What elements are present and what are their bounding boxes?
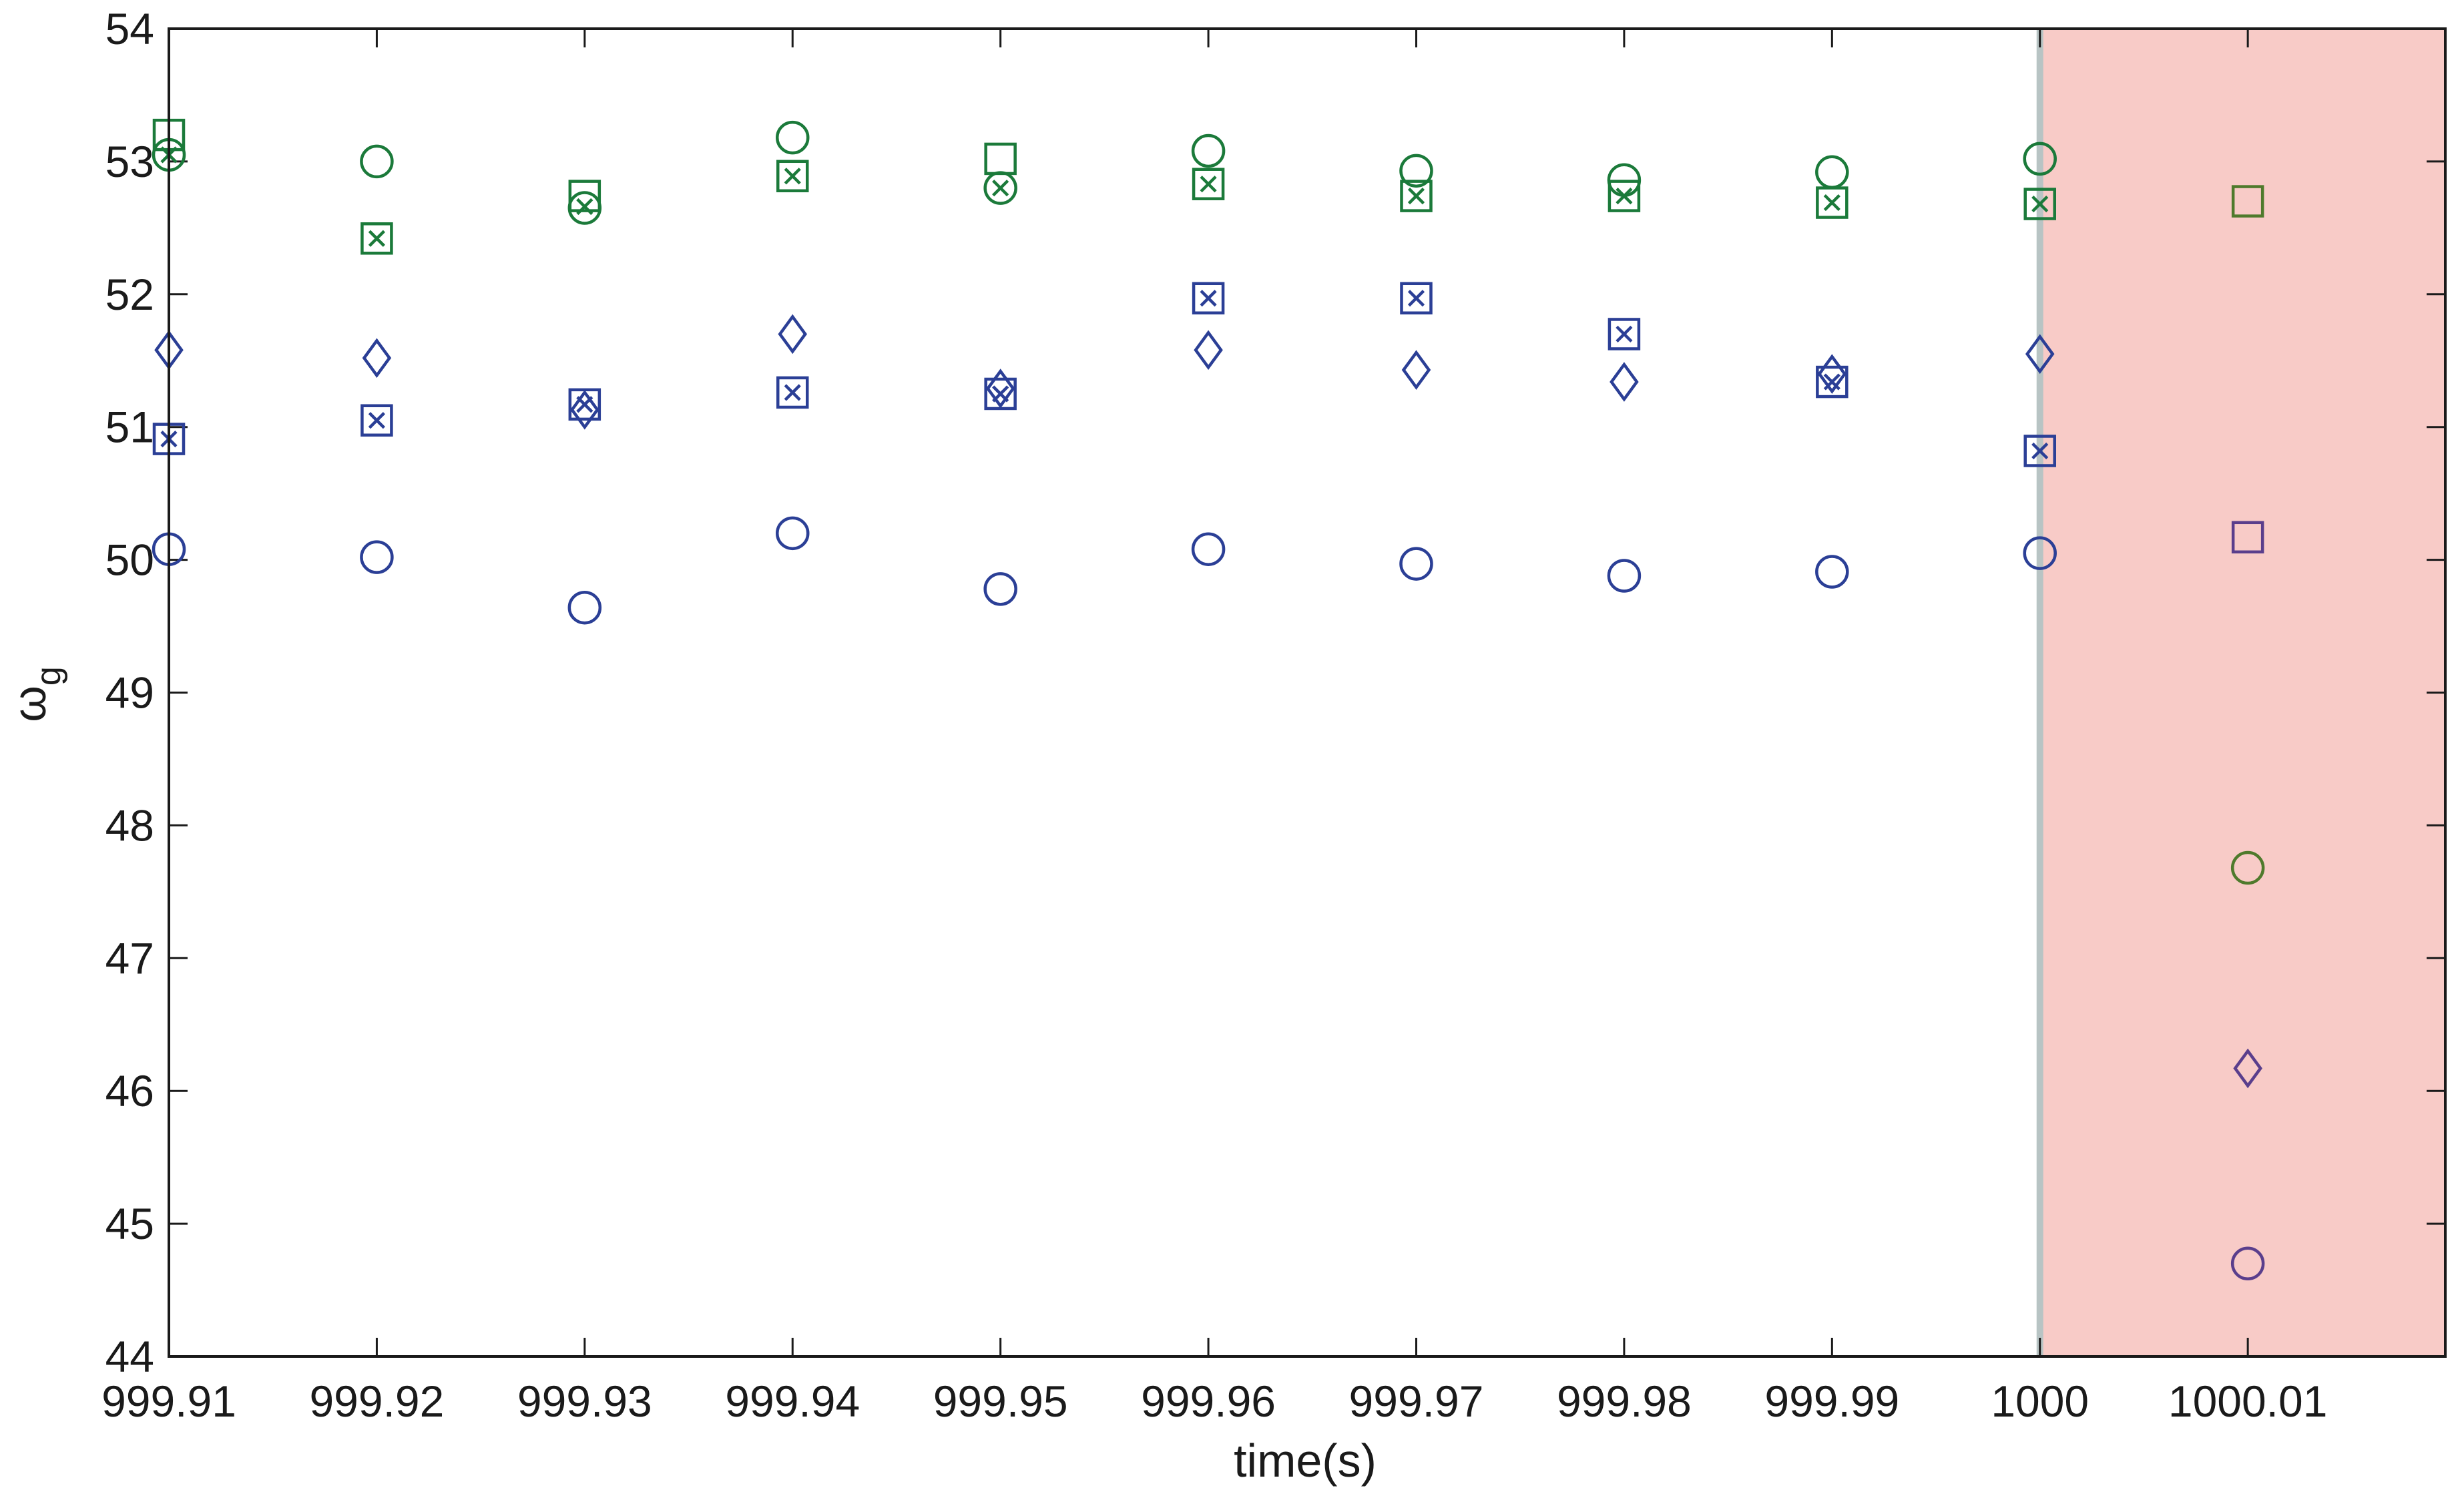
circle-marker bbox=[2230, 850, 2265, 885]
square-marker bbox=[984, 142, 1017, 176]
boxed-x-marker bbox=[1400, 282, 1433, 315]
circle-marker bbox=[567, 590, 602, 625]
y-tick-label: 48 bbox=[105, 800, 154, 850]
boxed-x-marker bbox=[1816, 186, 1849, 219]
boxed-x-marker bbox=[1608, 318, 1641, 350]
y-axis-label-sub: g bbox=[29, 666, 68, 686]
boxed-x-marker bbox=[1192, 282, 1225, 315]
circle-marker bbox=[2023, 142, 2057, 176]
diamond-marker bbox=[2025, 334, 2055, 374]
circle-marker bbox=[360, 540, 394, 574]
square-marker bbox=[2231, 185, 2264, 218]
diamond-marker bbox=[778, 314, 808, 354]
x-tick-label: 999.96 bbox=[1141, 1376, 1276, 1426]
y-tick-label: 47 bbox=[105, 933, 154, 983]
circle-marker bbox=[1815, 155, 1849, 190]
y-axis-label-main: ω bbox=[3, 686, 55, 722]
circle-marker bbox=[775, 516, 810, 551]
boxed-x-marker bbox=[568, 388, 601, 421]
circle-marker bbox=[1399, 154, 1433, 188]
x-tick-label: 999.93 bbox=[517, 1376, 652, 1426]
boxed-x-marker bbox=[360, 222, 393, 255]
highlight-region bbox=[2039, 29, 2445, 1356]
boxed-x-marker bbox=[2023, 435, 2056, 467]
boxed-x-marker bbox=[776, 160, 809, 193]
x-tick-label: 999.92 bbox=[309, 1376, 444, 1426]
diamond-marker bbox=[1610, 362, 1639, 402]
circle-marker bbox=[1607, 559, 1642, 593]
x-marker bbox=[992, 180, 1009, 197]
diamond-marker bbox=[1817, 354, 1847, 394]
x-tick-label: 999.95 bbox=[933, 1376, 1068, 1426]
circle-marker bbox=[1815, 555, 1849, 589]
boxed-x-marker bbox=[1400, 180, 1433, 212]
circle-marker bbox=[1191, 532, 1226, 566]
x-tick-label: 1000 bbox=[1991, 1376, 2089, 1426]
x-tick-label: 999.99 bbox=[1764, 1376, 1899, 1426]
y-tick-label: 45 bbox=[105, 1199, 154, 1248]
y-tick-label: 54 bbox=[105, 4, 154, 53]
y-tick-label: 44 bbox=[105, 1332, 154, 1381]
x-tick-label: 999.98 bbox=[1557, 1376, 1692, 1426]
circle-marker bbox=[360, 144, 394, 179]
boxed-x-marker bbox=[1816, 365, 1849, 399]
boxed-x-marker bbox=[1608, 180, 1641, 212]
x-tick-label: 999.94 bbox=[725, 1376, 860, 1426]
square-marker bbox=[568, 180, 601, 212]
data-points bbox=[152, 118, 2265, 1281]
x-tick-label: 1000.01 bbox=[2168, 1376, 2328, 1426]
y-tick-labels: 44 45 46 47 48 49 50 51 52 53 54 bbox=[105, 4, 154, 1381]
svg-text:ωg: ωg bbox=[3, 666, 68, 722]
circle-marker bbox=[2023, 536, 2057, 570]
x-tick-label: 999.97 bbox=[1349, 1376, 1484, 1426]
diamond-marker bbox=[985, 368, 1015, 409]
circle-marker bbox=[2230, 1246, 2265, 1281]
circle-marker bbox=[775, 120, 810, 155]
y-tick-label: 50 bbox=[105, 535, 154, 585]
y-tick-label: 52 bbox=[105, 270, 154, 319]
diamond-marker bbox=[1401, 350, 1431, 390]
x-tick-label: 999.91 bbox=[101, 1376, 236, 1426]
x-axis-label: time(s) bbox=[1234, 1435, 1377, 1487]
y-axis-label: ωg bbox=[3, 666, 68, 722]
circle-marker bbox=[1399, 547, 1433, 581]
y-tick-label: 53 bbox=[105, 137, 154, 186]
diamond-marker bbox=[1194, 330, 1223, 370]
square-marker bbox=[2231, 521, 2264, 554]
plot-frame bbox=[168, 27, 2447, 1358]
diamond-marker bbox=[2233, 1048, 2262, 1089]
diamond-marker bbox=[362, 338, 392, 379]
boxed-x-marker bbox=[984, 377, 1017, 411]
circle-marker bbox=[983, 572, 1017, 606]
x-tick-labels: 999.91 999.92 999.93 999.94 999.95 999.96 999.… bbox=[101, 1376, 2327, 1426]
boxed-x-marker bbox=[360, 404, 393, 437]
boxed-x-marker bbox=[2023, 188, 2056, 220]
boxed-x-marker bbox=[1192, 168, 1225, 200]
x-marker bbox=[576, 198, 593, 216]
boxed-x-marker bbox=[776, 376, 809, 409]
y-tick-label: 49 bbox=[105, 668, 154, 718]
y-tick-label: 51 bbox=[105, 403, 154, 452]
circle-marker bbox=[1191, 134, 1226, 168]
y-tick-label: 46 bbox=[105, 1066, 154, 1115]
diamond-marker bbox=[570, 390, 599, 430]
